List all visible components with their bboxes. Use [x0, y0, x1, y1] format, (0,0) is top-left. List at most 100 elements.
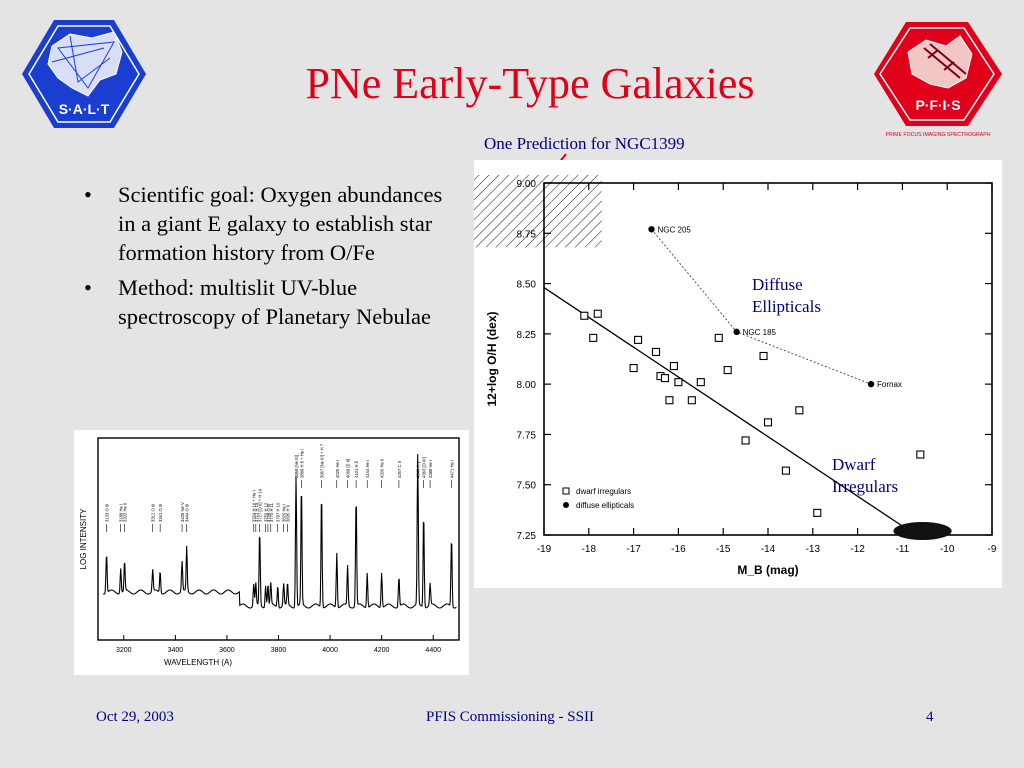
x-tick-label: -17 — [626, 544, 641, 555]
line-id-label: 4068 [S II] — [346, 459, 351, 478]
line-id-label: 4200 He II — [380, 459, 385, 478]
irregulars-point — [651, 347, 661, 357]
x-tick-label: -14 — [761, 544, 776, 555]
bullet-glyph: • — [84, 275, 92, 300]
line-id-label: 3759 O III — [266, 504, 271, 522]
y-tick-label: 7.25 — [517, 531, 537, 542]
line-id-label: 3133 O III — [105, 504, 110, 522]
irregulars-point — [665, 396, 674, 405]
line-id-label: 3188 He I — [119, 504, 124, 522]
x-tick-label: -10 — [940, 544, 955, 555]
bullet-item-goal: • Scientific goal: Oxygen abundances in … — [82, 180, 454, 267]
irregulars-point — [660, 374, 670, 383]
y-tick-label: 8.25 — [517, 330, 537, 341]
bullet-text-method: Method: multislit UV-blue spectroscopy o… — [118, 275, 432, 329]
pfis-logo: P·F·I·S PRIME FOCUS IMAGING SPECTROGRAPH — [868, 18, 1008, 140]
bullet-list: • Scientific goal: Oxygen abundances in … — [82, 180, 454, 337]
pn-spectrum: 3200 3400 3600 3800 4000 4200 4400 WAVELENGTH (… — [74, 430, 469, 675]
irregulars-point — [723, 366, 732, 375]
ellipticals-point — [867, 380, 875, 388]
spectrum-x-tick-label: 4000 — [322, 647, 338, 654]
irregulars-point — [813, 508, 822, 517]
footer-date: Oct 29, 2003 — [96, 709, 174, 725]
dwarf-cluster-blob — [893, 522, 952, 540]
legend-marker-circle — [563, 502, 569, 508]
line-id-label: 3835 H 9 — [286, 504, 291, 522]
x-tick-label: -13 — [806, 544, 821, 555]
irregulars-point — [687, 396, 696, 405]
ellipticals-point — [648, 226, 655, 233]
line-id-label: 4267 C II — [397, 461, 402, 478]
irregulars-point — [629, 364, 638, 373]
irregulars-point — [741, 436, 750, 445]
irregulars-point — [589, 333, 598, 342]
line-id-label: 4026 He I — [335, 460, 340, 478]
line-id-label: 4388 He I — [428, 460, 433, 478]
slide-title: PNe Early-Type Galaxies — [305, 59, 755, 108]
irregulars-point — [634, 335, 643, 344]
line-id-label: 3426 Ne V — [180, 502, 185, 522]
line-id-label: 3341 O III — [158, 504, 163, 522]
regression-line — [543, 287, 917, 536]
spectrum-frame — [97, 437, 460, 641]
line-id-label: 4101 H δ — [354, 460, 359, 478]
x-tick-label: -16 — [671, 544, 686, 555]
line-id-label: 4471 He I — [450, 460, 455, 478]
y-tick-label: 8.50 — [517, 280, 537, 291]
irregulars-point — [593, 309, 602, 318]
y-tick-label: 8.75 — [517, 229, 537, 240]
line-id-label: 3727 [O II] + H 14 — [258, 488, 263, 522]
irregulars-point — [781, 466, 790, 475]
spectrum-trace — [103, 453, 457, 609]
spectrum-x-tick-label: 3200 — [116, 647, 132, 654]
line-id-label: 3868 [Ne III] — [294, 455, 299, 478]
irregulars-point — [795, 406, 804, 415]
annotation-diffuse-ellipticals: Diffuse Ellipticals — [752, 275, 821, 316]
line-id-label: 3770 H 11 — [269, 502, 274, 522]
svg-text:P·F·I·S: P·F·I·S — [915, 97, 960, 113]
irregulars-point — [580, 311, 589, 320]
spectrum-x-tick-label: 3800 — [271, 647, 287, 654]
spectrum-x-tick-label: 3400 — [168, 647, 184, 654]
line-id-label: 4363 [O III] — [422, 457, 427, 478]
bullet-item-method: • Method: multislit UV-blue spectroscopy… — [82, 273, 454, 331]
line-id-label: 3820 He I — [282, 504, 287, 522]
x-axis-label: M_B (mag) — [737, 563, 798, 577]
spectrum-x-tick-label: 4200 — [374, 647, 390, 654]
svg-text:PRIME FOCUS IMAGING SPECTROGRA: PRIME FOCUS IMAGING SPECTROGRAPH — [886, 132, 991, 138]
ellipticals-point-label: Fornax — [877, 380, 902, 389]
x-tick-label: -15 — [716, 544, 731, 555]
legend-marker-square — [562, 487, 570, 495]
y-tick-label: 7.50 — [517, 481, 537, 492]
bullet-glyph: • — [84, 182, 92, 207]
line-id-label: 3704 H 16 + He I — [252, 490, 257, 522]
svg-text:S·A·L·T: S·A·L·T — [59, 101, 110, 117]
line-id-label: 3712 H 15 — [254, 502, 259, 522]
spectrum-y-label: LOG INTENSITY — [79, 508, 88, 570]
legend-label: dwarf irregulars — [576, 487, 631, 496]
y-tick-label: 8.00 — [517, 380, 537, 391]
irregulars-point — [669, 361, 678, 371]
ellipticals-point-label: NGC 185 — [743, 328, 777, 337]
line-id-label: 3967 [Ne III] + H 7 — [320, 443, 325, 478]
x-tick-label: -19 — [537, 544, 552, 555]
footer-title: PFIS Commissioning - SSII — [426, 709, 594, 725]
ellipticals-point-label: NGC 205 — [658, 225, 692, 234]
irregulars-point — [916, 450, 925, 459]
x-tick-label: -9 — [988, 544, 997, 555]
x-tick-label: -12 — [850, 544, 865, 555]
legend-label: diffuse ellipticals — [576, 501, 634, 510]
line-id-label: 3312 O III — [151, 504, 156, 522]
irregulars-point — [759, 351, 768, 361]
irregulars-point — [674, 378, 683, 387]
y-tick-label: 9.00 — [517, 179, 537, 190]
abundance-plot: 7.25 7.50 7.75 8.00 8.25 8.50 8.75 9.00 -19 -18 -1… — [474, 160, 1002, 588]
line-id-label: 3889 H 8 + He I — [299, 449, 304, 478]
y-axis-label: 12+log O/H (dex) — [485, 311, 499, 406]
irregulars-point — [696, 378, 705, 387]
page-number: 4 — [926, 709, 934, 725]
figure-caption: One Prediction for NGC1399 — [484, 134, 685, 153]
line-id-label: 3797 H 10 — [276, 502, 281, 522]
irregulars-point — [714, 333, 723, 342]
line-id-label: 4144 He I — [365, 460, 370, 478]
